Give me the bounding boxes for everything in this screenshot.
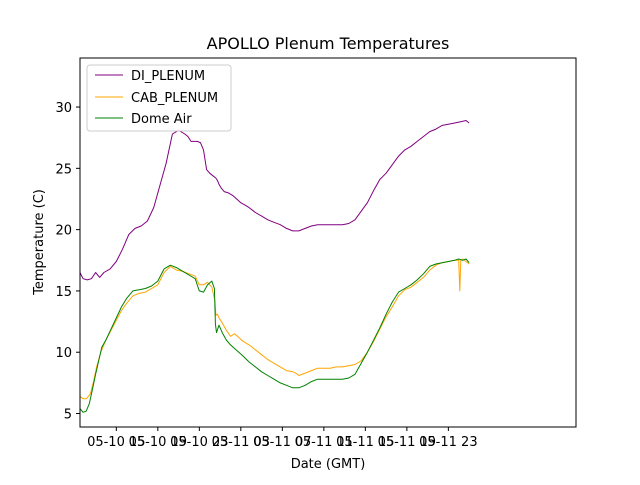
series-line-di-plenum bbox=[79, 120, 470, 281]
legend: DI_PLENUM CAB_PLENUM Dome Air bbox=[86, 64, 232, 132]
y-tick-label: 20 bbox=[55, 224, 72, 239]
y-tick-label: 5 bbox=[64, 408, 72, 423]
x-tick-label: 05-10 19 bbox=[129, 435, 187, 450]
legend-label-dome-air: Dome Air bbox=[131, 112, 192, 127]
y-axis-ticks: 5 10 15 20 25 30 bbox=[55, 101, 80, 423]
x-tick-label: 05-11 19 bbox=[378, 435, 436, 450]
y-tick-label: 10 bbox=[55, 346, 72, 361]
series-layer bbox=[79, 120, 470, 413]
legend-label-di-plenum: DI_PLENUM bbox=[131, 69, 205, 84]
x-tick-label: 05-11 23 bbox=[419, 435, 477, 450]
x-tick-label: 05-11 15 bbox=[336, 435, 394, 450]
axes-frame bbox=[79, 57, 577, 428]
legend-box bbox=[86, 64, 232, 132]
x-axis-label: Date (GMT) bbox=[291, 457, 366, 472]
series-line-cab-plenum bbox=[79, 258, 470, 400]
legend-label-cab-plenum: CAB_PLENUM bbox=[131, 91, 218, 106]
y-tick-label: 30 bbox=[55, 101, 72, 116]
x-tick-label: 05-11 11 bbox=[295, 435, 353, 450]
chart-title: APOLLO Plenum Temperatures bbox=[207, 34, 450, 53]
x-tick-label: 05-10 15 bbox=[87, 435, 145, 450]
series-line-dome-air bbox=[79, 258, 470, 413]
x-tick-label: 05-11 03 bbox=[212, 435, 270, 450]
y-tick-label: 25 bbox=[55, 162, 72, 177]
y-tick-label: 15 bbox=[55, 285, 72, 300]
y-axis-label: Temperature (C) bbox=[32, 189, 47, 296]
x-tick-label: 05-10 23 bbox=[170, 435, 228, 450]
x-tick-label: 05-11 07 bbox=[253, 435, 311, 450]
